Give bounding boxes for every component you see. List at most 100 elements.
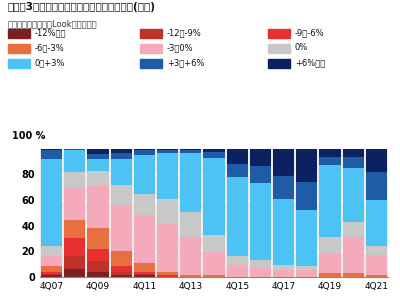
Bar — [157, 149, 178, 150]
Bar — [134, 275, 155, 277]
Bar — [180, 153, 202, 212]
Bar — [41, 246, 62, 256]
Bar — [203, 275, 225, 277]
Bar — [342, 168, 364, 222]
Bar — [64, 149, 86, 150]
Bar — [226, 164, 248, 177]
Bar — [203, 252, 225, 275]
Bar — [180, 275, 202, 277]
Bar — [110, 149, 132, 153]
Bar — [64, 238, 86, 256]
Bar — [134, 215, 155, 263]
Text: 出所：国交省「地価Lookレポート」: 出所：国交省「地価Lookレポート」 — [8, 20, 98, 29]
Bar — [87, 261, 109, 271]
Bar — [203, 234, 225, 252]
Bar — [41, 271, 62, 274]
Bar — [296, 210, 318, 266]
Bar — [319, 165, 341, 237]
Bar — [319, 149, 341, 157]
Text: ［図表3］全国の地価上昇・下落地区の推移(比率): ［図表3］全国の地価上昇・下落地区の推移(比率) — [8, 2, 156, 12]
Bar — [226, 149, 248, 164]
Bar — [157, 275, 178, 277]
Bar — [87, 186, 109, 228]
Bar — [87, 228, 109, 249]
Bar — [64, 187, 86, 220]
Bar — [87, 171, 109, 186]
Bar — [157, 271, 178, 275]
Bar — [250, 183, 271, 260]
Bar — [319, 157, 341, 165]
Bar — [41, 256, 62, 266]
Bar — [134, 271, 155, 274]
Bar — [319, 273, 341, 277]
Bar — [273, 149, 294, 176]
Bar — [41, 150, 62, 159]
Bar — [110, 251, 132, 266]
Bar — [157, 224, 178, 271]
Bar — [342, 237, 364, 273]
Bar — [87, 271, 109, 277]
Bar — [226, 265, 248, 277]
Bar — [180, 150, 202, 153]
Bar — [180, 237, 202, 275]
Bar — [134, 263, 155, 271]
Bar — [87, 159, 109, 171]
Bar — [134, 194, 155, 215]
Bar — [250, 268, 271, 277]
Bar — [110, 266, 132, 271]
Bar — [64, 256, 86, 269]
Bar — [41, 274, 62, 275]
Bar — [203, 158, 225, 234]
Bar — [366, 172, 387, 200]
Bar — [273, 199, 294, 265]
Bar — [64, 220, 86, 238]
Bar — [87, 249, 109, 261]
Text: -3～0%: -3～0% — [167, 43, 194, 52]
Text: 0%: 0% — [295, 43, 308, 52]
Bar — [366, 149, 387, 172]
Bar — [250, 260, 271, 268]
Bar — [342, 149, 364, 157]
Bar — [366, 246, 387, 255]
Bar — [319, 253, 341, 273]
Bar — [110, 153, 132, 159]
Bar — [110, 271, 132, 275]
Text: 0～+3%: 0～+3% — [35, 58, 65, 67]
Bar — [110, 205, 132, 251]
Bar — [366, 200, 387, 246]
Bar — [342, 222, 364, 237]
Bar — [296, 270, 318, 277]
Bar — [87, 154, 109, 159]
Bar — [180, 212, 202, 237]
Bar — [296, 149, 318, 182]
Bar — [64, 150, 86, 172]
Bar — [87, 149, 109, 154]
Bar — [180, 149, 202, 150]
Bar — [366, 255, 387, 275]
Text: +6%以上: +6%以上 — [295, 58, 325, 67]
Bar — [157, 153, 178, 199]
Bar — [134, 155, 155, 194]
Bar — [110, 159, 132, 185]
Bar — [342, 157, 364, 168]
Text: +3～+6%: +3～+6% — [167, 58, 204, 67]
Bar — [41, 275, 62, 277]
Bar — [64, 269, 86, 277]
Bar — [64, 172, 86, 187]
Bar — [250, 149, 271, 166]
Bar — [342, 273, 364, 277]
Bar — [203, 151, 225, 158]
Bar — [273, 265, 294, 270]
Bar — [134, 274, 155, 275]
Bar — [41, 149, 62, 150]
Bar — [110, 275, 132, 277]
Bar — [296, 182, 318, 210]
Bar — [157, 150, 178, 153]
Bar — [41, 266, 62, 271]
Bar — [366, 275, 387, 277]
Bar — [157, 199, 178, 224]
Bar — [41, 159, 62, 246]
Bar — [319, 237, 341, 253]
Bar — [273, 270, 294, 277]
Text: -12%以下: -12%以下 — [35, 28, 66, 37]
